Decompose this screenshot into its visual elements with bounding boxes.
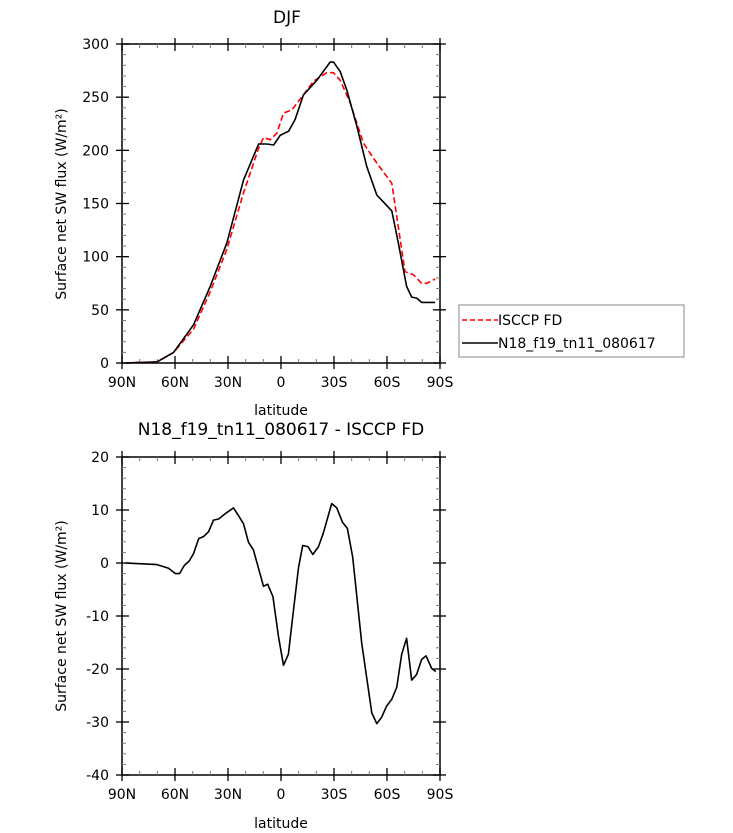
legend-box	[458, 304, 685, 358]
top-chart-title: DJF	[273, 8, 301, 28]
x-tick-label: 60N	[161, 787, 189, 803]
x-tick-label: 60N	[161, 375, 189, 391]
series-line-isccp-fd	[125, 71, 436, 364]
y-tick-label: 50	[91, 303, 109, 319]
top-x-axis-label: latitude	[254, 403, 308, 419]
series-line-difference	[125, 502, 437, 725]
legend-label-model: N18_f19_tn11_080617	[498, 336, 656, 352]
top-y-axis-label: Surface net SW flux (W/m²)	[54, 108, 70, 300]
plot-frame	[121, 456, 441, 776]
x-tick-label: 0	[277, 375, 286, 391]
y-tick-label: -10	[86, 609, 109, 625]
x-tick-label: 90N	[108, 375, 136, 391]
x-tick-label: 30N	[214, 375, 242, 391]
bottom-x-axis-label: latitude	[254, 816, 308, 832]
x-tick-label: 90S	[427, 375, 454, 391]
x-tick-label: 30S	[321, 787, 348, 803]
y-tick-label: 0	[100, 356, 109, 372]
bottom-plot: 90N 60N 30N 0 30S 60S 90S -40 -30 -20 -10 0 10 20	[86, 450, 453, 803]
y-tick-label: 20	[91, 450, 109, 466]
y-tick-label: 10	[91, 503, 109, 519]
bottom-y-axis-label: Surface net SW flux (W/m²)	[54, 520, 70, 712]
y-tick-label: 300	[82, 37, 109, 53]
y-tick-label: -30	[86, 715, 109, 731]
y-tick-label: 200	[82, 143, 109, 159]
legend: ISCCP FD N18_f19_tn11_080617	[458, 304, 685, 358]
x-tick-label: 30N	[214, 787, 242, 803]
x-tick-label: 60S	[374, 375, 401, 391]
x-tick-label: 0	[277, 787, 286, 803]
legend-label-isccp: ISCCP FD	[498, 313, 562, 329]
x-tick-label: 90N	[108, 787, 136, 803]
series-line-n18-f19-tn11-080617	[125, 61, 436, 364]
top-plot: 90N 60N 30N 0 30S 60S 90S 0 50 100 150 200 250 300	[82, 37, 453, 391]
y-tick-label: -20	[86, 662, 109, 678]
bottom-chart-title: N18_f19_tn11_080617 - ISCCP FD	[138, 420, 424, 440]
y-tick-label: 0	[100, 556, 109, 572]
x-tick-label: 60S	[374, 787, 401, 803]
x-tick-label: 30S	[321, 375, 348, 391]
y-tick-label: 250	[82, 90, 109, 106]
plot-frame	[121, 43, 441, 364]
y-tick-label: 100	[82, 250, 109, 266]
y-tick-label: -40	[86, 768, 109, 784]
y-tick-label: 150	[82, 197, 109, 213]
x-tick-label: 90S	[427, 787, 454, 803]
